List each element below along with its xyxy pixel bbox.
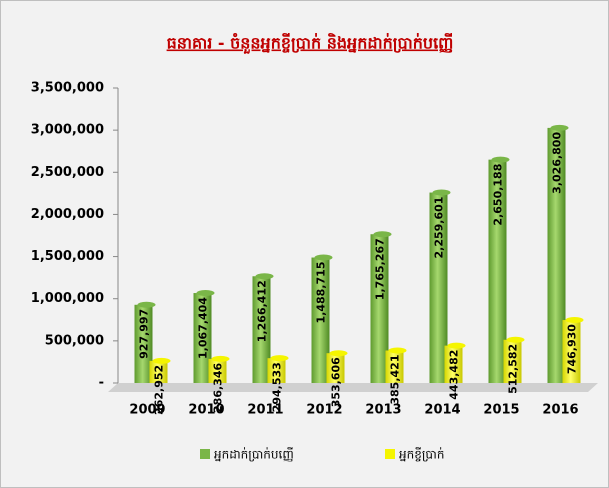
bar xyxy=(149,360,168,383)
value-label: 286,346 xyxy=(212,363,225,413)
legend-swatch xyxy=(200,449,210,459)
bar xyxy=(503,339,522,383)
bar-cap xyxy=(152,357,171,364)
y-tick-label: 1,500,000 xyxy=(31,249,104,264)
value-label: 385,421 xyxy=(389,355,402,405)
chart-title: ធនាគារ - ចំនួនអ្នកខ្ចីប្រាក់ និងអ្នកដាក់… xyxy=(167,33,454,55)
x-tick-label: 2014 xyxy=(424,403,460,418)
bar-cap xyxy=(255,273,274,280)
value-label: 927,997 xyxy=(138,309,151,359)
y-tick-label: 500,000 xyxy=(45,333,104,348)
bar-cap xyxy=(447,342,466,349)
value-label: 2,259,601 xyxy=(433,197,446,259)
floor xyxy=(108,383,598,392)
y-tick-label: 3,000,000 xyxy=(31,123,104,138)
bar-cap xyxy=(373,231,392,238)
bar xyxy=(547,127,566,383)
y-tick-label: 2,000,000 xyxy=(31,207,104,222)
bar xyxy=(134,304,153,383)
y-tick-label: 1,000,000 xyxy=(31,291,104,306)
value-label: 443,482 xyxy=(448,350,461,400)
value-label: 746,930 xyxy=(566,324,579,374)
value-label: 294,533 xyxy=(271,362,284,412)
bar-cap xyxy=(565,317,584,324)
value-label: 512,582 xyxy=(507,344,520,394)
x-tick-label: 2016 xyxy=(542,403,578,418)
bar xyxy=(326,353,345,383)
legend-swatch xyxy=(385,449,395,459)
bar xyxy=(252,276,271,383)
x-tick-label: 2010 xyxy=(188,403,224,418)
bar-cap xyxy=(314,254,333,261)
x-tick-label: 2015 xyxy=(483,403,519,418)
x-tick-label: 2013 xyxy=(365,403,401,418)
value-label: 2,650,188 xyxy=(492,164,505,226)
y-tick-label: 2,500,000 xyxy=(31,165,104,180)
bar-cap xyxy=(491,156,510,163)
x-tick-label: 2011 xyxy=(247,403,283,418)
value-label: 1,488,715 xyxy=(315,262,328,324)
bar-cap xyxy=(196,290,215,297)
value-label: 1,067,404 xyxy=(197,297,210,359)
value-label: 1,266,412 xyxy=(256,280,269,342)
value-label: 1,765,267 xyxy=(374,238,387,300)
y-tick-label: 3,500,000 xyxy=(31,81,104,96)
bar xyxy=(444,345,463,383)
bar xyxy=(311,257,330,383)
bar xyxy=(488,159,507,383)
bar-cap xyxy=(270,355,289,362)
bar xyxy=(193,293,212,383)
value-label: 262,952 xyxy=(153,365,166,415)
bar-cap xyxy=(550,124,569,131)
bar-cap xyxy=(211,355,230,362)
bar xyxy=(562,320,581,383)
y-tick-label: - xyxy=(99,376,104,391)
x-tick-label: 2012 xyxy=(306,403,342,418)
bar-cap xyxy=(137,301,156,308)
bar xyxy=(429,192,448,383)
legend-label: អ្នកដាក់ប្រាក់បញ្ញើ xyxy=(214,447,294,462)
bar-cap xyxy=(388,347,407,354)
value-label: 3,026,800 xyxy=(551,132,564,194)
legend-label: អ្នកខ្ចីប្រាក់ xyxy=(399,447,444,462)
bar xyxy=(267,358,286,383)
x-tick-label: 2009 xyxy=(129,403,165,418)
value-label: 353,606 xyxy=(330,357,343,407)
bar xyxy=(385,350,404,383)
bar-cap xyxy=(329,350,348,357)
bar xyxy=(208,358,227,383)
bar xyxy=(370,234,389,383)
bar-cap xyxy=(506,336,525,343)
bar-cap xyxy=(432,189,451,196)
